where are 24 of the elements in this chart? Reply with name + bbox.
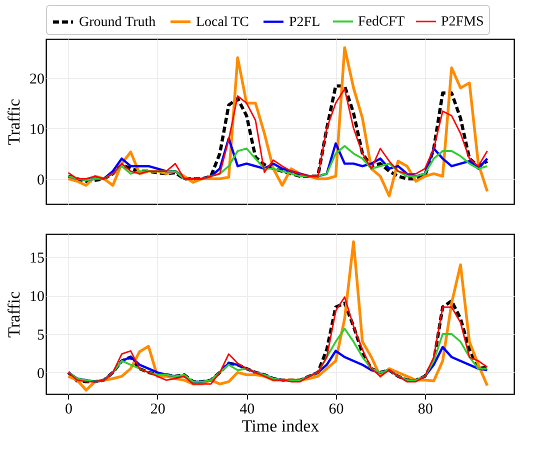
x-axis-title: Time index — [242, 416, 320, 436]
line-series — [67, 328, 488, 383]
y-tick-label: 10 — [30, 289, 44, 306]
legend-label: P2FL — [289, 14, 320, 30]
line-series — [67, 346, 488, 383]
y-tick-label: 5 — [37, 328, 44, 344]
legend-label: FedCFT — [358, 14, 406, 30]
x-tick-label: 80 — [418, 402, 433, 418]
x-tick-label: 0 — [65, 402, 73, 418]
y-tick-label: 10 — [30, 122, 44, 138]
y-tick-label: 20 — [30, 71, 44, 88]
legend-label: Ground Truth — [79, 15, 156, 30]
x-tick-label: 40 — [240, 402, 255, 418]
x-tick-label: 60 — [328, 402, 344, 418]
line-series — [67, 137, 488, 182]
legend-label: Local TC — [196, 14, 250, 30]
y-tick-label: 15 — [30, 250, 44, 267]
y-tick-label: 0 — [37, 172, 44, 188]
y-axis-title: Traffic — [4, 290, 24, 338]
legend-label: P2FMS — [441, 14, 484, 30]
y-tick-label: 0 — [37, 366, 44, 382]
line-series — [67, 145, 488, 182]
y-axis-title: Traffic — [4, 98, 24, 146]
x-tick-label: 20 — [150, 402, 166, 418]
